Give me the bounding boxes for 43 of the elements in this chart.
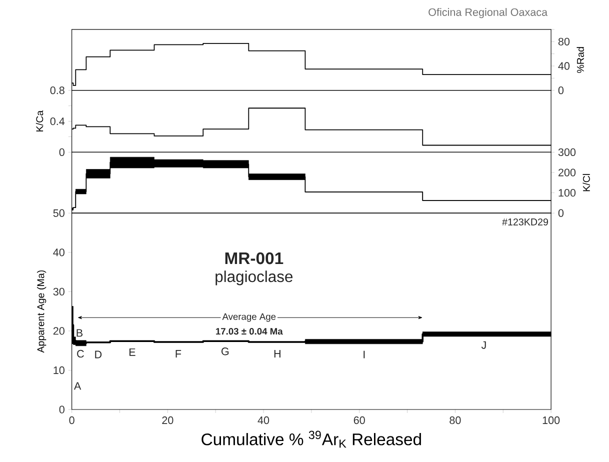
annotation: F — [176, 350, 182, 358]
y-tick-label: 30 — [53, 288, 64, 296]
annotation: plagioclase — [216, 270, 293, 286]
x-tick-label: 40 — [258, 416, 270, 424]
y-tick-label: 20 — [53, 327, 64, 335]
x-tick-label: 60 — [354, 416, 365, 424]
y2-tick-label: 0 — [558, 210, 564, 218]
y2-tick-label: 100 — [558, 189, 576, 197]
y2-tick-label: 80 — [558, 38, 570, 46]
y-tick-label: 40 — [53, 248, 64, 256]
y-tick-label: 0.4 — [50, 118, 65, 126]
y-axis-title: Apparent Age (Ma) — [36, 270, 46, 353]
y-tick-label: 0 — [59, 406, 64, 414]
y-tick-label: 50 — [53, 210, 64, 218]
annotation: E — [129, 348, 136, 356]
annotation: A — [74, 382, 82, 390]
annotation: 17.03 ± 0.04 Ma — [216, 328, 283, 335]
y2-tick-label: 300 — [558, 148, 576, 156]
y-tick-label: 0.8 — [50, 86, 64, 94]
annotation: Average Age — [222, 314, 276, 322]
y2-tick-label: 0 — [558, 86, 564, 94]
annotation: G — [222, 348, 229, 356]
x-tick-label: 0 — [69, 416, 74, 424]
annotation: B — [76, 329, 83, 337]
y2-tick-label: 40 — [558, 62, 570, 70]
annotation: J — [481, 342, 486, 350]
x-tick-label: 20 — [162, 416, 174, 424]
y-tick-label: 10 — [54, 366, 64, 374]
annotation: I — [364, 351, 365, 358]
x-tick-label: 100 — [542, 416, 560, 424]
annotation: D — [95, 351, 102, 358]
y2-axis-title: K/Cl — [582, 174, 590, 192]
y-tick-label: 0 — [59, 148, 64, 156]
y2-tick-label: 200 — [558, 168, 576, 177]
chart-title: Oficina Regional Oaxaca — [428, 8, 548, 18]
x-axis-title: Cumulative % $^{39}$Ar$_{K}$ Released — [202, 431, 421, 448]
x-tick-label: 80 — [450, 416, 461, 424]
annotation: C — [77, 350, 84, 358]
annotation: H — [274, 350, 280, 358]
annotation: #123KD29 — [502, 218, 548, 226]
y2-axis-title: %Rad — [576, 47, 584, 74]
y-axis-title: K/Ca — [36, 110, 44, 132]
annotation: MR-001 — [225, 252, 284, 264]
